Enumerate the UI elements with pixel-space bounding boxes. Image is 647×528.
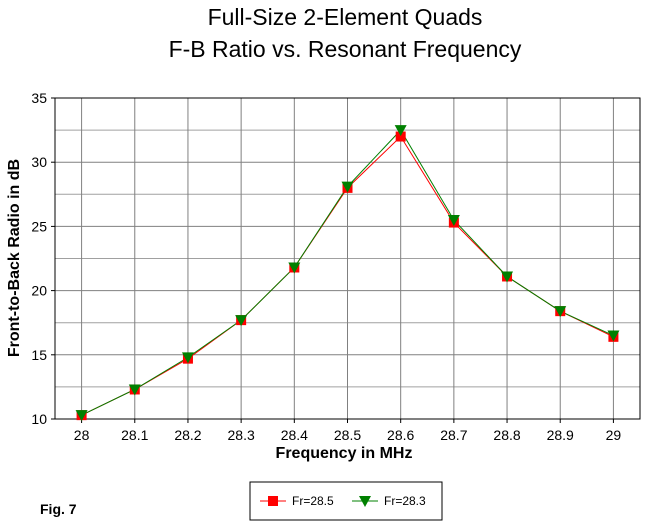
y-tick-label: 30 xyxy=(31,154,47,170)
data-point xyxy=(288,262,301,274)
grid xyxy=(55,97,640,420)
y-tick-label: 25 xyxy=(31,218,47,234)
data-point xyxy=(128,384,141,396)
legend-marker xyxy=(268,496,278,506)
y-tick-label: 10 xyxy=(31,411,47,427)
x-tick-label: 28.4 xyxy=(281,427,308,443)
x-tick-label: 28.1 xyxy=(121,427,148,443)
y-axis-label: Front-to-Back Radio in dB xyxy=(6,159,23,357)
figure-label: Fig. 7 xyxy=(40,501,77,517)
x-axis-label: Frequency in MHz xyxy=(276,445,413,462)
chart-subtitle: F-B Ratio vs. Resonant Frequency xyxy=(169,36,522,62)
data-point xyxy=(447,214,460,226)
x-tick-label: 28.5 xyxy=(334,427,361,443)
x-tick-label: 28 xyxy=(74,427,90,443)
data-point xyxy=(75,410,88,422)
x-tick-label: 29 xyxy=(606,427,622,443)
data-point xyxy=(607,330,620,342)
x-tick-label: 28.7 xyxy=(440,427,467,443)
series-layer xyxy=(75,125,620,422)
data-point xyxy=(394,125,407,137)
y-tick-label: 15 xyxy=(31,347,47,363)
y-tick-label: 35 xyxy=(31,90,47,106)
x-tick-label: 28.3 xyxy=(228,427,255,443)
data-point xyxy=(501,271,514,283)
x-tick-label: 28.6 xyxy=(387,427,414,443)
x-tick-label: 28.8 xyxy=(493,427,520,443)
data-point xyxy=(554,306,567,318)
x-tick-label: 28.9 xyxy=(547,427,574,443)
legend-label: Fr=28.3 xyxy=(384,494,426,508)
data-point xyxy=(395,131,406,142)
data-point xyxy=(181,352,194,364)
data-point xyxy=(341,181,354,193)
legend: Fr=28.5 Fr=28.3 xyxy=(249,481,443,521)
x-axis: 28 28.1 28.2 28.3 28.4 28.5 28.6 28.7 28.8 28.9 29 xyxy=(74,419,622,443)
data-point xyxy=(235,315,248,327)
y-axis: 10 15 20 25 30 35 xyxy=(31,90,55,427)
y-tick-label: 20 xyxy=(31,283,47,299)
chart-title: Full-Size 2-Element Quads xyxy=(208,4,483,30)
legend-marker xyxy=(359,496,371,507)
x-tick-label: 28.2 xyxy=(174,427,201,443)
series-2-markers xyxy=(75,125,620,422)
legend-label: Fr=28.5 xyxy=(292,494,334,508)
